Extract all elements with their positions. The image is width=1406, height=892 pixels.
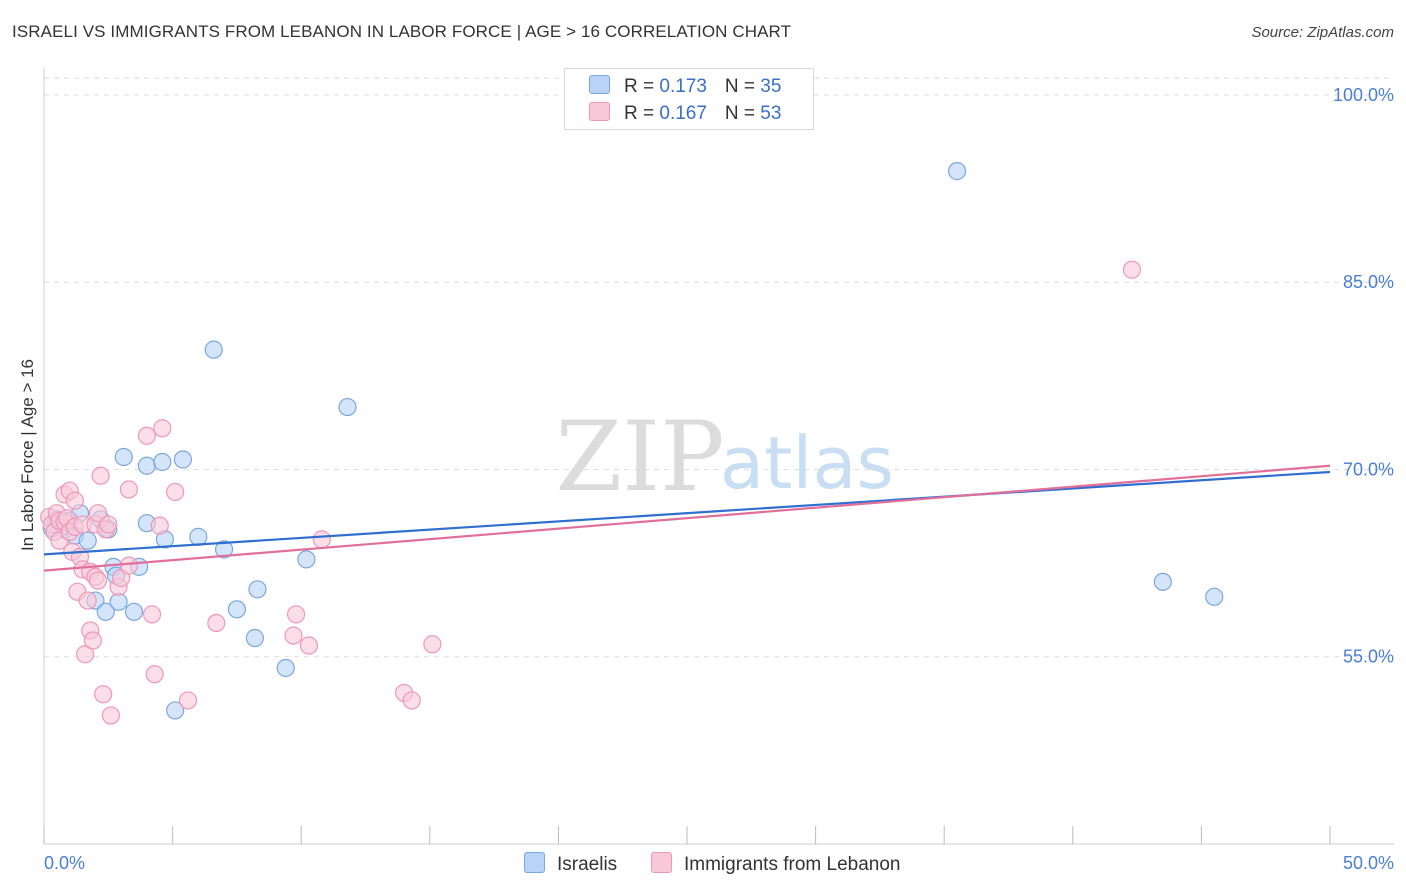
lebanon-point xyxy=(312,530,331,549)
israelis-point xyxy=(297,550,316,569)
lebanon-point xyxy=(284,626,303,645)
israelis-point xyxy=(114,447,133,467)
lebanon-points xyxy=(40,260,1142,725)
lebanon-point xyxy=(88,571,108,590)
bottom-legend-swatch-lebanon xyxy=(651,852,672,873)
gridlines xyxy=(44,77,1394,658)
y-tick-label: 55.0% xyxy=(1343,647,1394,667)
bottom-legend-lebanon: Immigrants from Lebanon xyxy=(651,852,901,876)
lebanon-trend-line xyxy=(43,464,1331,572)
legend-swatch-israelis xyxy=(589,75,610,94)
lebanon-point xyxy=(137,426,156,445)
lebanon-point xyxy=(65,491,84,510)
lebanon-point xyxy=(99,515,118,534)
legend: R = 0.173 N = 35 R = 0.167 N = 53 xyxy=(564,68,814,130)
y-tick-label: 70.0% xyxy=(1343,459,1394,479)
lebanon-point xyxy=(76,645,95,664)
bottom-legend-israelis: Israelis xyxy=(524,852,617,876)
israelis-point xyxy=(338,397,357,417)
y-tick-label: 100.0% xyxy=(1333,85,1394,105)
israelis-point xyxy=(153,452,172,472)
legend-r-value: 0.173 xyxy=(659,76,707,97)
y-tick-label: 85.0% xyxy=(1343,272,1394,292)
israelis-trend-line xyxy=(43,470,1331,556)
israelis-point xyxy=(276,658,295,678)
israelis-point xyxy=(248,580,267,599)
axes xyxy=(43,68,1394,845)
bottom-legend-label: Israelis xyxy=(557,854,618,875)
lebanon-point xyxy=(94,685,113,704)
lebanon-point xyxy=(166,482,185,502)
israelis-point xyxy=(173,450,192,469)
israelis-point xyxy=(1205,587,1224,606)
legend-n-value: 35 xyxy=(760,76,782,97)
y-axis-label: In Labor Force | Age > 16 xyxy=(18,358,37,552)
lebanon-point xyxy=(78,591,97,610)
lebanon-point xyxy=(286,605,306,624)
x-tick-label-max: 50.0% xyxy=(1343,853,1394,873)
legend-row-israelis: R = 0.173 N = 35 xyxy=(589,75,781,99)
lebanon-point xyxy=(402,691,421,710)
lebanon-point xyxy=(88,504,108,523)
x-tick-label-min: 0.0% xyxy=(44,853,85,873)
lebanon-point xyxy=(91,466,110,485)
lebanon-point xyxy=(423,635,442,654)
watermark-zip: ZIP xyxy=(555,401,724,513)
israelis-point xyxy=(189,527,208,546)
lebanon-point xyxy=(119,556,138,575)
legend-swatch-lebanon xyxy=(589,102,610,121)
legend-row-lebanon: R = 0.167 N = 53 xyxy=(589,102,781,126)
legend-r-label: R = xyxy=(624,103,660,124)
lebanon-point xyxy=(101,706,120,725)
lebanon-point xyxy=(1122,260,1142,279)
israelis-point xyxy=(947,162,967,181)
legend-r-label: R = xyxy=(624,76,660,97)
israelis-point xyxy=(245,628,265,648)
israelis-point xyxy=(214,540,234,559)
lebanon-point xyxy=(145,665,164,684)
lebanon-point xyxy=(150,516,169,535)
lebanon-point xyxy=(153,419,172,438)
lebanon-point xyxy=(142,605,162,624)
israelis-point xyxy=(78,531,97,550)
lebanon-point xyxy=(119,480,138,499)
lebanon-point xyxy=(178,691,198,710)
israelis-point xyxy=(1153,572,1172,591)
y-tick-labels: 55.0% 70.0% 85.0% 100.0% xyxy=(1333,85,1394,667)
israelis-point xyxy=(124,602,144,621)
israelis-point xyxy=(204,340,223,359)
israelis-point xyxy=(166,701,185,720)
watermark-atlas: atlas xyxy=(720,421,894,505)
bottom-legend-label: Immigrants from Lebanon xyxy=(684,854,901,875)
legend-n-label: N = xyxy=(724,103,761,124)
chart-title: ISRAELI VS IMMIGRANTS FROM LEBANON IN LA… xyxy=(12,22,792,41)
legend-n-value: 53 xyxy=(760,103,782,124)
legend-n-label: N = xyxy=(724,76,761,97)
israelis-point xyxy=(96,602,115,621)
lebanon-point xyxy=(83,631,102,650)
legend-r-value: 0.167 xyxy=(659,103,707,124)
lebanon-point xyxy=(299,636,319,655)
source-label: Source: ZipAtlas.com xyxy=(1251,24,1394,41)
lebanon-point xyxy=(207,613,226,633)
trend-lines xyxy=(43,464,1331,572)
israelis-point xyxy=(137,456,156,475)
bottom-legend-swatch-israelis xyxy=(524,852,545,873)
israelis-point xyxy=(227,600,246,619)
